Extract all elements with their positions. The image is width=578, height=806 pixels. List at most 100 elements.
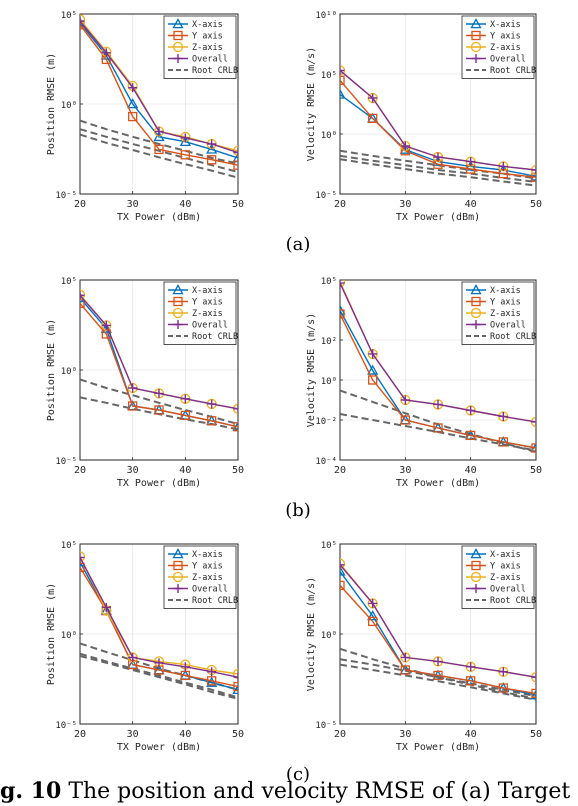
chart-3-series-layer	[340, 280, 536, 453]
chart-2-legend-label: X-axis	[192, 286, 223, 296]
chart-0-legend-label: Overall	[192, 55, 228, 65]
chart-3-series-3-point	[531, 417, 536, 427]
chart-1-series-6-line	[340, 158, 536, 187]
chart-4-series-1-point	[180, 670, 190, 681]
chart-1-ytick-label: 10⁰	[321, 131, 337, 141]
chart-1-ytick-label: 10¹⁰	[315, 11, 337, 21]
chart-5-series-3-point	[368, 598, 378, 608]
chart-2-series-0-point	[100, 322, 112, 333]
chart-4: 20 30 40 50 10⁵ 10⁰ 10⁻⁵ TX Power (dBm) Position…	[46, 541, 244, 753]
chart-3-ytick-label: 10⁻⁴	[315, 457, 337, 467]
chart-4-series-1-point	[207, 676, 217, 686]
chart-3-series-2-point	[340, 280, 346, 288]
chart-2-series-1-point	[128, 401, 138, 411]
chart-2-ytick-label: 10⁻⁵	[55, 457, 77, 467]
chart-0-series-1-point	[233, 160, 238, 170]
chart-0-series-1-point	[154, 144, 164, 155]
chart-1-legend-marker	[471, 54, 481, 63]
chart-1-series-3-point	[433, 152, 443, 162]
chart-1-series-3-point	[340, 65, 345, 75]
chart-3-series-1-point	[368, 375, 378, 385]
chart-3-legend-label: Z-axis	[490, 309, 521, 319]
chart-1-series-1-point	[340, 75, 345, 85]
chart-4-series-0-point	[206, 676, 218, 687]
chart-2-series-3-point	[154, 388, 164, 398]
chart-4-ytick-label: 10⁰	[61, 631, 77, 641]
chart-3-legend-label: X-axis	[490, 286, 521, 296]
chart-5-series-3-point	[466, 662, 476, 672]
chart-1-series-5-line	[340, 154, 536, 183]
chart-0-legend-label: X-axis	[192, 20, 223, 30]
chart-2-legend-label: Overall	[192, 321, 228, 331]
chart-5-series-0-point	[530, 689, 536, 700]
chart-5-ytick-label: 10⁰	[321, 631, 337, 641]
chart-0-series-5-line	[80, 128, 238, 173]
chart-1-legend-marker	[471, 30, 481, 41]
chart-1-xlabel: TX Power (dBm)	[396, 212, 480, 223]
chart-5-series-1-point	[368, 616, 378, 627]
chart-4-legend-label: X-axis	[192, 550, 223, 560]
figure-caption: g. 10 The position and velocity RMSE of …	[0, 778, 578, 804]
chart-4-series-3-point	[180, 662, 190, 672]
chart-0-series-layer	[80, 14, 238, 179]
chart-3-ylabel: Velocity RMSE (m/s)	[306, 313, 317, 427]
chart-5-legend-label: Overall	[490, 585, 526, 595]
chart-4-series-0-point	[232, 683, 238, 694]
chart-1-legend-marker	[470, 41, 482, 53]
chart-1-series-3-point	[498, 161, 508, 171]
chart-5-series-1-point	[400, 665, 410, 675]
chart-4-series-3-point	[233, 672, 238, 682]
chart-5-series-3-point	[433, 656, 443, 666]
chart-3-legend-label: Overall	[490, 321, 526, 331]
chart-1-axes-box	[339, 13, 537, 195]
chart-1-series-3-point	[531, 165, 536, 175]
chart-2: 20 30 40 50 10⁵ 10⁰ 10⁻⁵ TX Power (dBm) Position…	[46, 277, 244, 489]
chart-1-xtick-label: 30	[399, 199, 411, 210]
chart-2-ylabel: Position RMSE (m)	[46, 319, 57, 421]
chart-0-legend-label: Z-axis	[192, 43, 223, 53]
chart-0-legend-marker	[172, 18, 184, 29]
chart-0-series-3-point	[154, 126, 164, 136]
chart-1-series-1-line	[340, 79, 536, 178]
panel-label-a: (a)	[286, 234, 311, 255]
chart-1-xtick-label: 50	[530, 199, 542, 210]
chart-4-series-3-point	[128, 652, 138, 662]
chart-3-legend-marker	[471, 296, 481, 307]
chart-5-series-0-point	[367, 610, 379, 621]
chart-2-series-1-point	[180, 410, 190, 421]
chart-4-xtick-label: 40	[179, 729, 191, 740]
chart-4-xtick-label: 50	[232, 729, 244, 740]
chart-4-legend-label: Root CRLB	[192, 596, 238, 606]
chart-2-series-1-point	[207, 416, 217, 426]
chart-2-ytick-label: 10⁵	[61, 277, 77, 287]
chart-0-series-1-line	[80, 24, 238, 166]
chart-2-series-1-point	[233, 422, 238, 432]
chart-0-series-1-point	[128, 111, 138, 122]
chart-0-legend-marker	[172, 41, 184, 53]
chart-0: 20 30 40 50 10⁵ 10⁰ 10⁻⁵ TX Power (dBm) Position…	[46, 11, 244, 223]
chart-2-xtick-label: 20	[74, 465, 86, 476]
chart-3-ytick-label: 10⁵	[321, 277, 337, 287]
chart-5-legend-marker	[471, 560, 481, 571]
panel-label-b: (b)	[285, 500, 311, 521]
chart-5-series-1-point	[433, 670, 443, 681]
chart-4-ylabel: Position RMSE (m)	[46, 583, 57, 685]
chart-3-xtick-label: 40	[465, 465, 477, 476]
chart-5-legend-label: Root CRLB	[490, 596, 536, 606]
chart-0-xlabel: TX Power (dBm)	[117, 212, 201, 223]
chart-2-ytick-label: 10⁰	[61, 367, 77, 377]
chart-5-xtick-label: 20	[334, 729, 346, 740]
panel-label-c: (c)	[286, 764, 310, 785]
chart-2-legend-marker	[173, 296, 183, 307]
chart-4-legend-label: Overall	[192, 585, 228, 595]
chart-1-ylabel: Velocity RMSE (m/s)	[306, 47, 317, 161]
chart-4-series-2-point	[80, 551, 86, 562]
chart-0-series-3-point	[101, 48, 111, 58]
chart-5-series-1-point	[466, 676, 476, 686]
chart-2-series-3-point	[101, 320, 111, 330]
chart-3-xlabel: TX Power (dBm)	[396, 478, 480, 489]
chart-0-series-2-point	[80, 14, 86, 25]
